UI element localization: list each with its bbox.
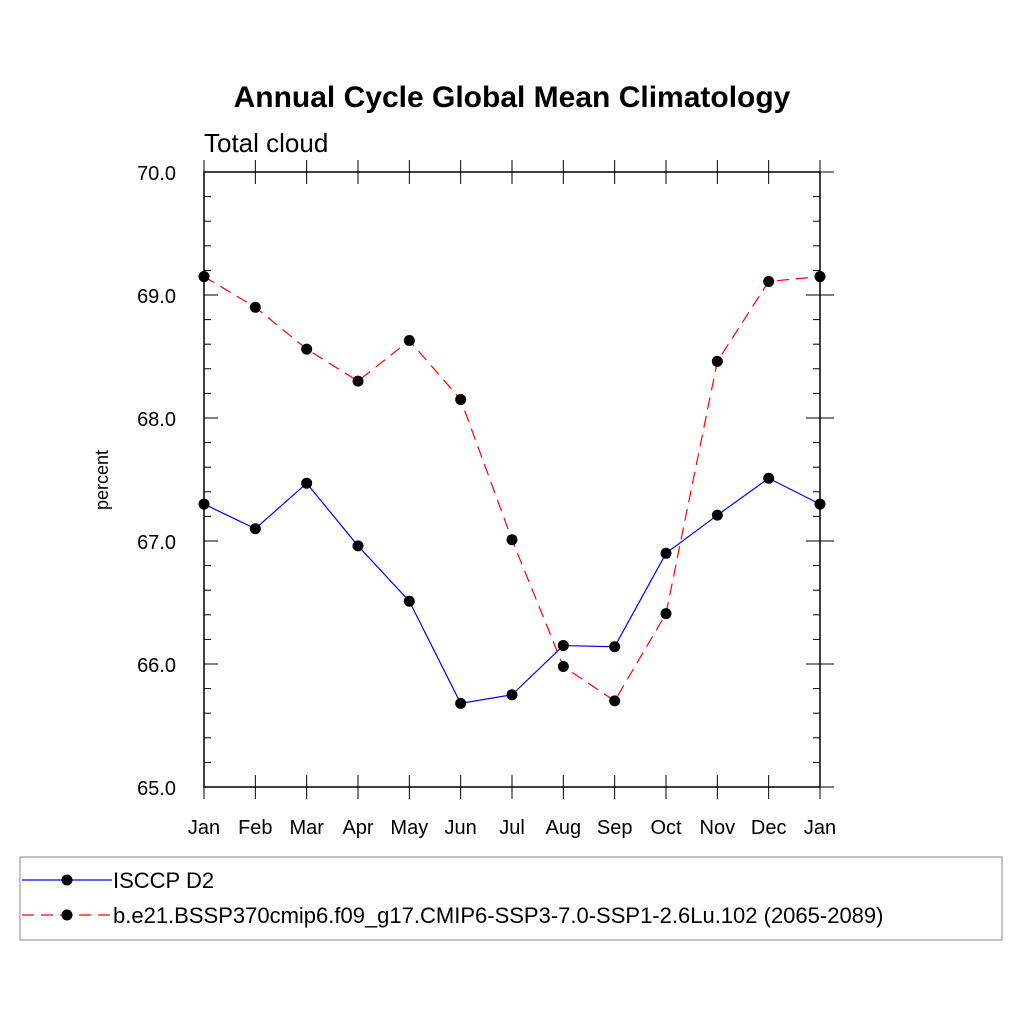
data-point-0-3 [352,540,364,552]
data-point-0-9 [660,547,672,559]
series-line-1 [203,275,821,702]
x-tick-label: Jun [445,817,477,839]
x-tick-label: Sep [597,817,633,839]
x-tick-label: Dec [751,817,787,839]
data-point-1-1 [249,301,261,313]
data-point-1-5 [455,394,467,406]
legend-marker-1 [61,909,73,921]
data-point-1-2 [301,343,313,355]
data-point-1-3 [352,375,364,387]
chart-title: Annual Cycle Global Mean Climatology [234,81,791,114]
axis-ticks: Jan Feb Mar Apr May Jun Jul Aug Sep Oct Nov Dec Jan 6… [137,160,836,839]
data-point-0-11 [763,472,775,484]
data-point-0-2 [301,477,313,489]
data-point-0-12 [814,498,826,510]
data-point-1-6 [506,534,518,546]
data-point-0-10 [711,509,723,521]
data-point-0-6 [506,689,518,701]
data-point-0-7 [557,640,569,652]
series-layer [198,271,826,709]
y-tick-label: 69.0 [137,286,176,308]
legend: ISCCP D2 b.e21.BSSP370cmip6.f09_g17.CMIP6… [19,856,1003,941]
data-point-0-1 [249,523,261,535]
y-tick-label: 68.0 [137,409,176,431]
data-point-1-10 [711,355,723,367]
legend-label-0: ISCCP D2 [113,868,214,893]
x-tick-label: May [390,817,428,839]
y-tick-label: 70.0 [137,163,176,185]
x-tick-label: Jan [188,817,220,839]
data-point-0-4 [403,595,415,607]
x-tick-label: Jan [804,817,836,839]
chart-subtitle: Total cloud [204,128,328,158]
legend-box [19,856,1003,941]
x-tick-label: Oct [650,817,682,839]
x-tick-label: Mar [289,817,324,839]
series-line-0 [203,477,821,705]
x-tick-label: Nov [700,817,736,839]
x-tick-label: Jul [499,817,525,839]
x-tick-label: Apr [342,817,373,839]
data-point-1-8 [609,695,621,707]
y-tick-label: 65.0 [137,778,176,800]
legend-label-1: b.e21.BSSP370cmip6.f09_g17.CMIP6-SSP3-7.… [113,903,883,928]
y-tick-label: 67.0 [137,532,176,554]
x-tick-label: Feb [238,817,272,839]
data-point-1-9 [660,608,672,620]
data-point-1-4 [403,335,415,347]
data-point-0-0 [198,498,210,510]
data-point-1-0 [198,271,210,283]
legend-marker-0 [61,874,73,886]
y-tick-label: 66.0 [137,655,176,677]
y-axis-label: percent [92,450,112,510]
data-point-1-7 [557,660,569,672]
data-point-0-5 [455,697,467,709]
data-point-1-11 [763,275,775,287]
data-point-0-8 [609,641,621,653]
x-tick-label: Aug [546,817,582,839]
data-point-1-12 [814,271,826,283]
